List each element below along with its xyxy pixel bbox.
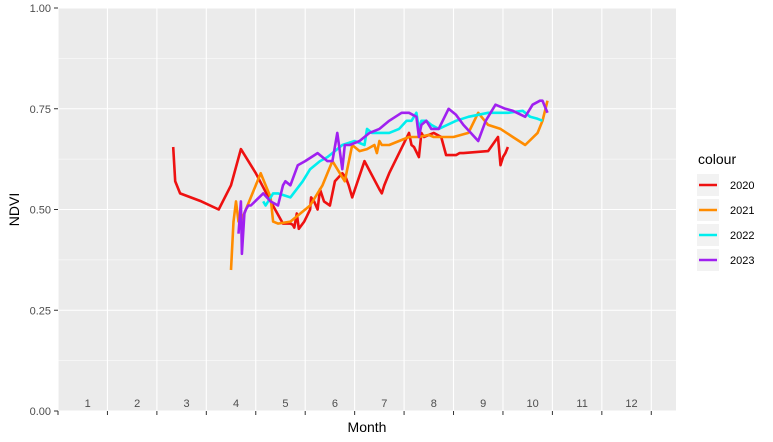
x-tick-label: 8 <box>431 398 437 410</box>
y-tick-label: 0.25 <box>30 305 51 317</box>
series-line-2020 <box>171 131 510 231</box>
y-tick-label: 0.75 <box>30 104 51 116</box>
series-line-2021 <box>229 100 549 271</box>
x-tick-label: 7 <box>381 398 387 410</box>
legend: colour 2020 2021 2022 2023 <box>697 151 754 271</box>
y-tick-label: 1.00 <box>30 3 51 15</box>
x-axis: 1 2 3 4 5 6 7 8 9 10 11 12 <box>57 398 652 415</box>
legend-title: colour <box>698 151 736 167</box>
x-tick-label: 3 <box>184 398 190 410</box>
legend-items: 2020 2021 2022 2023 <box>697 174 754 271</box>
x-tick-label: 12 <box>625 398 637 410</box>
legend-label-2021: 2021 <box>730 205 754 217</box>
y-axis-title: NDVI <box>6 193 22 226</box>
y-tick-label: 0.00 <box>30 406 51 418</box>
legend-label-2020: 2020 <box>730 180 754 192</box>
x-tick-label: 2 <box>134 398 140 410</box>
x-tick-label: 4 <box>233 398 239 410</box>
series-line-2023 <box>237 99 549 256</box>
x-tick-label: 11 <box>576 398 587 410</box>
legend-label-2022: 2022 <box>730 230 754 242</box>
x-tick-label: 10 <box>527 398 539 410</box>
y-tick-label: 0.50 <box>30 205 51 217</box>
x-tick-label: 9 <box>480 398 486 410</box>
x-tick-label: 5 <box>282 398 288 410</box>
x-tick-label: 1 <box>85 398 91 410</box>
series-line-2022 <box>262 109 543 207</box>
x-axis-title: Month <box>348 419 387 435</box>
x-tick-label: 6 <box>332 398 338 410</box>
minor-gridlines <box>58 58 676 361</box>
series-layer <box>171 99 549 271</box>
legend-label-2023: 2023 <box>730 255 754 267</box>
y-axis: 0.00 0.25 0.50 0.75 1.00 <box>30 3 58 418</box>
